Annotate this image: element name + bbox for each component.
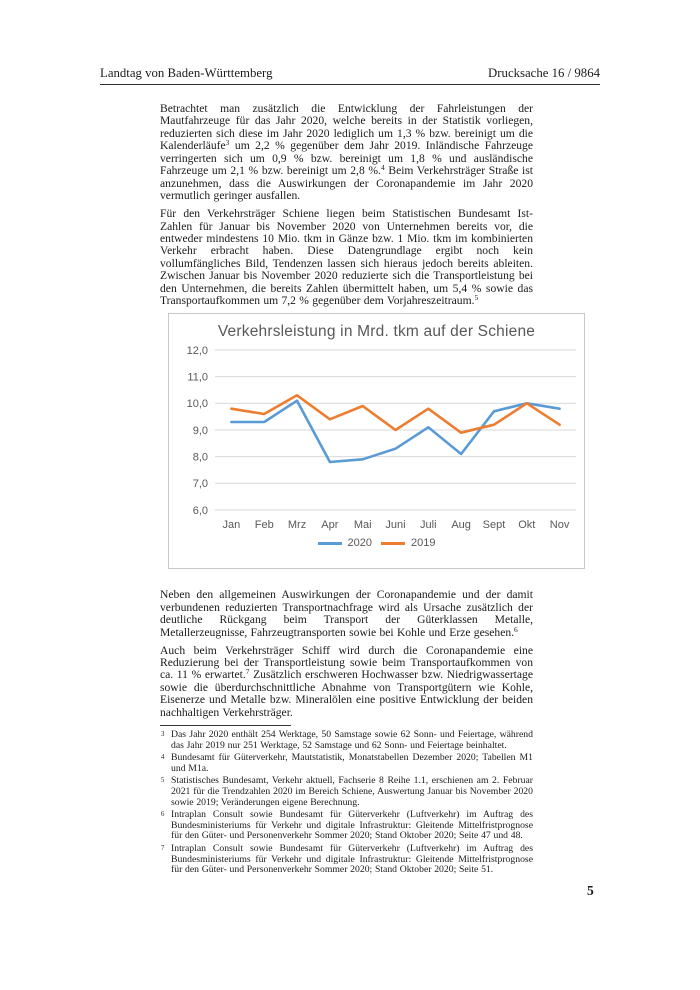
footnote-5: 5 Statistisches Bundesamt, Verkehr aktuel…	[161, 774, 533, 808]
y-tick-label: 12,0	[187, 345, 208, 357]
chart-legend: 2020 2019	[169, 537, 584, 549]
footnote-number: 5	[161, 776, 165, 784]
x-tick-label: Okt	[518, 519, 535, 531]
footnote-separator	[160, 724, 291, 726]
chart-figure: Verkehrsleistung in Mrd. tkm auf der Sch…	[168, 313, 585, 570]
header-right-doc-number: Drucksache 16 / 9864	[488, 66, 600, 80]
line-chart: 6,0 7,0 8,0 9,0 10,0 11,0 12,0 Jan Feb Mrz Apr Mai J…	[187, 345, 576, 531]
footnote-4: 4 Bundesamt für Güterverkehr, Mautstatist…	[161, 751, 533, 774]
series-line-2020	[230, 399, 561, 464]
footnote-6: 6 Intraplan Consult sowie Bundesamt für G…	[161, 808, 533, 842]
series-line-2019	[230, 394, 561, 435]
x-tick-label: Mrz	[288, 519, 306, 531]
y-tick-label: 10,0	[187, 398, 208, 410]
body-paragraphs-bottom: Neben den allgemeinen Auswirkungen der C…	[160, 589, 533, 719]
legend-line-icon	[317, 541, 342, 545]
chart-title: Verkehrsleistung in Mrd. tkm auf der Sch…	[217, 323, 536, 341]
footnote-ref: 3	[225, 138, 230, 148]
footnote-number: 7	[161, 844, 165, 852]
x-tick-label: Nov	[550, 519, 570, 531]
footnote-7: 7 Intraplan Consult sowie Bundesamt für G…	[161, 842, 533, 876]
footnote-list: 3 Das Jahr 2020 enthält 254 Werktage, 50 …	[160, 728, 533, 876]
paragraph: Für den Verkehrsträger Schiene liegen be…	[160, 207, 533, 308]
legend-item-2019: 2019	[381, 537, 435, 549]
footnote-number: 3	[161, 730, 165, 738]
page-body: Betrachtet man zusätzlich die Entwicklun…	[160, 102, 585, 878]
footnotes-section: 3 Das Jahr 2020 enthält 254 Werktage, 50 …	[160, 724, 533, 876]
footnote-number: 6	[161, 810, 165, 818]
footnote-ref: 7	[245, 667, 250, 677]
paragraph: Auch beim Verkehrsträger Schiff wird dur…	[160, 643, 533, 719]
page-header: Landtag von Baden-Württemberg Drucksache…	[100, 66, 600, 85]
footnote-number: 4	[161, 753, 165, 761]
header-left-title: Landtag von Baden-Württemberg	[100, 66, 273, 80]
y-tick-label: 8,0	[193, 452, 208, 464]
x-tick-label: Jan	[223, 519, 241, 531]
x-tick-label: Juni	[385, 519, 405, 531]
legend-line-icon	[381, 541, 405, 545]
footnote-3: 3 Das Jahr 2020 enthält 254 Werktage, 50 …	[161, 728, 533, 751]
footnote-ref: 6	[514, 624, 518, 634]
y-tick-label: 7,0	[193, 478, 208, 490]
legend-label: 2020	[347, 537, 372, 550]
x-tick-label: Sept	[483, 519, 506, 531]
y-tick-label: 11,0	[187, 372, 208, 384]
y-tick-label: 9,0	[193, 425, 208, 437]
footnote-ref: 4	[380, 163, 385, 173]
x-tick-label: Mai	[354, 519, 372, 531]
x-tick-label: Juli	[420, 519, 437, 531]
y-tick-label: 6,0	[193, 505, 208, 517]
x-tick-label: Aug	[451, 519, 471, 531]
legend-item-2020: 2020	[317, 537, 372, 550]
page-number: 5	[587, 883, 594, 898]
body-paragraphs-top: Betrachtet man zusätzlich die Entwicklun…	[160, 102, 533, 308]
x-tick-label: Feb	[255, 519, 274, 531]
footnote-ref: 5	[474, 293, 479, 303]
paragraph: Betrachtet man zusätzlich die Entwicklun…	[160, 102, 533, 203]
paragraph: Neben den allgemeinen Auswirkungen der C…	[160, 588, 533, 639]
legend-label: 2019	[411, 537, 436, 550]
x-tick-label: Apr	[321, 519, 338, 531]
